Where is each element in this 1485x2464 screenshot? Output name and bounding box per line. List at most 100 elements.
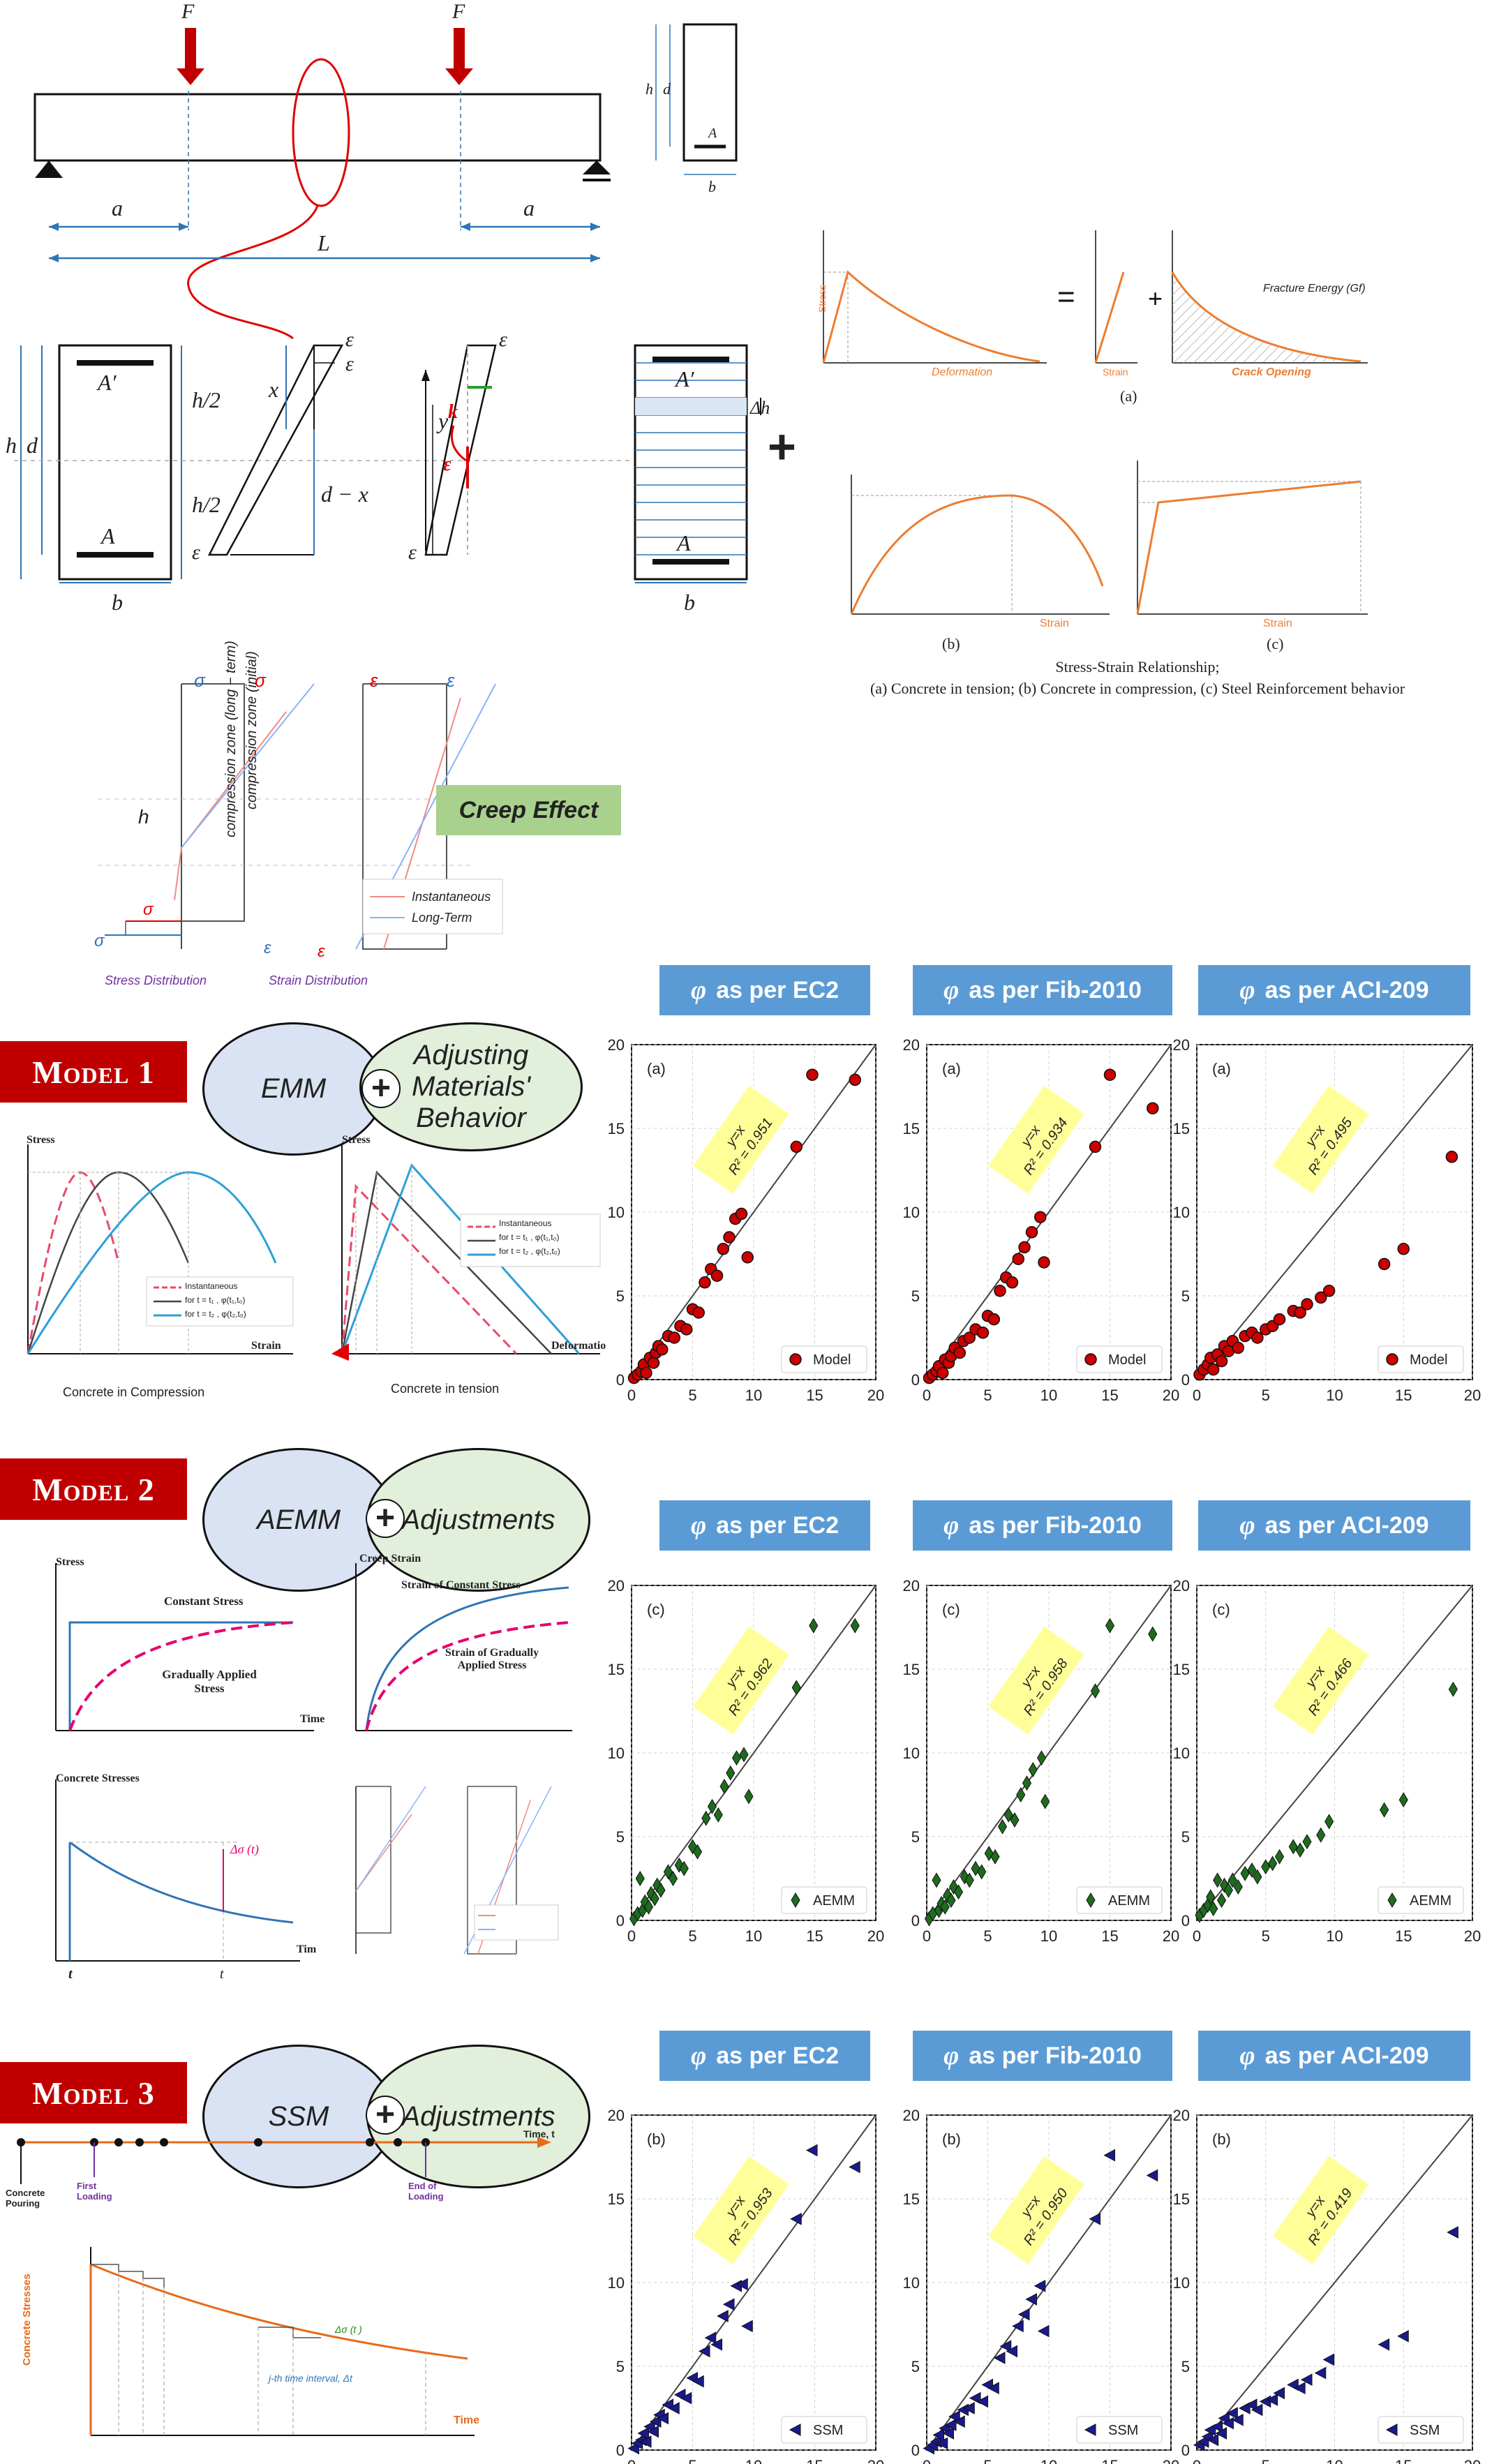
- m2-creep-strain-label: Creep Strain: [359, 1553, 421, 1565]
- y-tick-label: 0: [911, 1912, 920, 1929]
- x-tick-label: 0: [1193, 2457, 1201, 2464]
- y-tick-label: 15: [903, 1661, 920, 1678]
- x-tick-label: 20: [1464, 1927, 1481, 1945]
- data-point: [942, 2427, 954, 2440]
- x-tick-label: 5: [688, 1387, 696, 1404]
- data-point: [806, 1068, 819, 1081]
- phi-symbol: φ: [691, 1511, 707, 1540]
- header-label: as per Fib-2010: [969, 976, 1142, 1003]
- y-tick-label: 5: [1181, 1287, 1190, 1305]
- data-point: [1447, 2226, 1458, 2239]
- data-point: [936, 2437, 948, 2450]
- x-tick-label: 10: [1040, 2457, 1057, 2464]
- data-point: [1316, 1827, 1326, 1843]
- phi-symbol: φ: [1239, 976, 1255, 1005]
- chart-legend: AEMM: [1378, 1886, 1464, 1914]
- x-tick-label: 5: [1262, 1387, 1270, 1404]
- data-point: [692, 2375, 704, 2388]
- data-point: [1216, 1892, 1227, 1909]
- creep-eps-s-lt: ε: [264, 939, 271, 957]
- mat-label-b: (b): [942, 635, 960, 652]
- legend-marker: [789, 1353, 802, 1366]
- header-aci-row1: φ as per ACI-209: [1198, 965, 1470, 1015]
- legend-label: Model: [1410, 1352, 1447, 1368]
- section-y: y: [438, 408, 449, 433]
- creep-legend-inst: Instantaneous: [412, 890, 491, 904]
- chart-legend: AEMM: [781, 1886, 867, 1914]
- material-caption-sub: (a) Concrete in tension; (b) Concrete in…: [870, 680, 1405, 697]
- model-2-left-ellipse: AEMM: [202, 1448, 395, 1592]
- data-point: [680, 1323, 693, 1336]
- y-tick-label: 5: [911, 1287, 920, 1305]
- creep-eps-c0: ε: [370, 670, 378, 691]
- data-point: [1207, 2433, 1219, 2447]
- data-point: [1103, 1068, 1117, 1081]
- creep-sigma-c-lt: σ: [194, 670, 205, 691]
- beam-diagram: [14, 23, 761, 583]
- chart-legend: Model: [1378, 1345, 1464, 1373]
- model-1-plus-icon: +: [361, 1069, 401, 1108]
- x-tick-label: 5: [688, 2457, 696, 2464]
- small-section-As: A: [708, 126, 717, 141]
- x-tick-label: 20: [867, 2457, 884, 2464]
- data-point: [1378, 1257, 1391, 1271]
- data-point: [1147, 1102, 1159, 1114]
- y-tick-label: 5: [911, 1828, 920, 1846]
- mat-label-strain-b: Strain: [1040, 618, 1069, 629]
- model-1-compression-diagram: [27, 1144, 294, 1354]
- y-tick-label: 15: [903, 2190, 920, 2208]
- y-tick-label: 10: [608, 1204, 625, 1221]
- legend-marker: [789, 2424, 801, 2436]
- x-tick-label: 0: [923, 1927, 931, 1945]
- creep-legend-long: Long-Term: [412, 911, 472, 925]
- data-point: [1012, 2320, 1024, 2333]
- data-point: [850, 1618, 860, 1634]
- legend-marker: [1385, 2424, 1398, 2436]
- data-point: [1322, 2353, 1335, 2366]
- y-tick-label: 0: [616, 1371, 625, 1389]
- m3-time: Time: [454, 2414, 480, 2426]
- legend-box: [1378, 1886, 1464, 1914]
- data-point: [668, 1331, 680, 1344]
- y-tick-label: 20: [903, 2107, 920, 2124]
- panel-label: (c): [1212, 1601, 1230, 1618]
- scatter-chart-2: 00 5 5 10 10 15 15 20 20 (a) y=xR² = 0.934 Model: [903, 1036, 1180, 1404]
- data-point: [710, 2338, 722, 2351]
- data-point: [1301, 1298, 1313, 1311]
- data-point: [1207, 1363, 1220, 1376]
- data-point: [1006, 1276, 1019, 1289]
- m2-stress-label: Stress: [56, 1556, 84, 1568]
- legend-marker: [1386, 1353, 1398, 1366]
- data-point: [1445, 1151, 1458, 1163]
- y-tick-label: 15: [608, 2190, 625, 2208]
- mat-label-deformation: Deformation: [932, 366, 993, 378]
- y-tick-label: 15: [903, 1120, 920, 1137]
- legend-label: SSM: [813, 2423, 843, 2438]
- data-point: [701, 1810, 711, 1826]
- data-point: [668, 2402, 680, 2414]
- data-point: [953, 2415, 965, 2428]
- data-point: [1090, 1683, 1100, 1699]
- data-point: [643, 1899, 654, 1915]
- identity-line: [926, 1044, 1172, 1380]
- mat-label-strain-c: Strain: [1263, 618, 1292, 629]
- model-2-banner: Model 2: [0, 1458, 187, 1520]
- section2-dh: Δh: [750, 398, 770, 418]
- data-point: [647, 1357, 660, 1369]
- model-3-timeline-diagram: [17, 2137, 551, 2184]
- x-tick-label: 0: [1193, 1927, 1201, 1945]
- y-tick-label: 0: [1181, 1912, 1190, 1929]
- creep-eps-s0: ε: [318, 942, 325, 961]
- m2-tim: Tim: [297, 1943, 317, 1955]
- data-point: [1322, 1285, 1336, 1297]
- m1-tension-legend-t1: for t = t₁ , φ(t₁,t₀): [499, 1232, 560, 1242]
- creep-effect-diagram: [98, 683, 503, 950]
- model-1-banner: Model 1: [0, 1041, 187, 1103]
- data-point: [656, 1343, 669, 1356]
- model-3-stress-history-diagram: [89, 2247, 475, 2436]
- data-point: [1003, 1807, 1013, 1823]
